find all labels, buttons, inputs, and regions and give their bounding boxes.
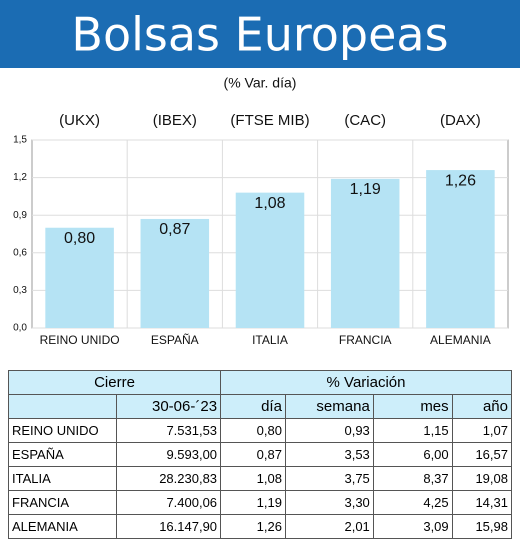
x-tick-label: REINO UNIDO <box>40 333 120 347</box>
table-row: ALEMANIA 16.147,90 1,26 2,01 3,09 15,98 <box>7 514 513 539</box>
table-cell: 9.593,00 <box>116 442 222 467</box>
table-cell: día <box>220 394 286 419</box>
table-cell: 19,08 <box>451 466 513 491</box>
table-cell: 0,93 <box>284 418 374 443</box>
code-label: (CAC) <box>344 112 386 129</box>
table-row: FRANCIA 7.400,06 1,19 3,30 4,25 14,31 <box>7 490 513 515</box>
value-label: 0,87 <box>159 221 190 238</box>
x-tick-label: ALEMANIA <box>430 333 491 347</box>
table-cell: año <box>451 394 513 419</box>
table-cell: 3,30 <box>284 490 374 515</box>
table-cell: 14,31 <box>451 490 513 515</box>
bar <box>235 192 305 328</box>
table-cell: FRANCIA <box>7 490 118 515</box>
table-cell: 1,26 <box>220 514 286 539</box>
x-tick-label: FRANCIA <box>339 333 392 347</box>
table-cell: 7.531,53 <box>116 418 222 443</box>
table-cell: % Variación <box>220 370 512 395</box>
table-cell: 7.400,06 <box>116 490 222 515</box>
table-cell: 3,75 <box>284 466 374 491</box>
data-table: Cierre% Variación 30-06-´23 día semana mes añ… <box>7 370 513 539</box>
table-cell: 28.230,83 <box>116 466 222 491</box>
chart-title: Bolsas Europeas <box>71 8 448 62</box>
code-label: (UKX) <box>59 112 100 129</box>
y-tick-label: 0,0 <box>13 323 27 334</box>
table-row: ESPAÑA 9.593,00 0,87 3,53 6,00 16,57 <box>7 442 513 467</box>
table-cell: semana <box>284 394 374 419</box>
bar <box>45 227 114 328</box>
x-tick-label: ESPAÑA <box>151 333 199 347</box>
table-cell: 15,98 <box>451 514 513 539</box>
table-cell: 8,37 <box>372 466 453 491</box>
x-tick-label: ITALIA <box>252 333 288 347</box>
table-cell: 1,07 <box>451 418 513 443</box>
table-cell: 3,09 <box>372 514 453 539</box>
table-cell: ITALIA <box>7 466 118 491</box>
table-cell: 16,57 <box>451 442 513 467</box>
table-cell: ESPAÑA <box>7 442 118 467</box>
table-row: 30-06-´23 día semana mes año <box>7 394 513 419</box>
table-cell <box>7 394 118 419</box>
code-label: (FTSE MIB) <box>230 112 309 129</box>
table-cell: ALEMANIA <box>7 514 118 539</box>
bar <box>330 178 400 328</box>
table-cell: 1,19 <box>220 490 286 515</box>
table-row: REINO UNIDO 7.531,53 0,80 0,93 1,15 1,07 <box>7 418 513 443</box>
table-cell: 30-06-´23 <box>116 394 222 419</box>
code-label: (DAX) <box>440 112 481 129</box>
bar <box>140 218 210 328</box>
table-row: Cierre% Variación <box>7 370 512 395</box>
value-label: 1,26 <box>445 172 476 189</box>
table-cell: 4,25 <box>372 490 453 515</box>
table-cell: 3,53 <box>284 442 374 467</box>
table-cell: 1,08 <box>220 466 286 491</box>
y-tick-label: 0,3 <box>13 285 27 296</box>
title-banner <box>0 0 520 68</box>
table-row: ITALIA 28.230,83 1,08 3,75 8,37 19,08 <box>7 466 513 491</box>
table-cell: 1,15 <box>372 418 453 443</box>
y-tick-label: 1,2 <box>13 172 27 183</box>
value-label: 1,08 <box>254 195 285 212</box>
y-tick-label: 0,6 <box>13 247 27 258</box>
chart: Bolsas Europeas (% Var. día) 0,0 0,3 0,6 0,… <box>0 0 520 347</box>
chart-subtitle: (% Var. día) <box>224 75 297 91</box>
code-label: (IBEX) <box>153 112 197 129</box>
value-label: 0,80 <box>64 230 95 247</box>
table-cell: 2,01 <box>284 514 374 539</box>
bar <box>426 170 495 328</box>
y-tick-label: 1,5 <box>13 135 27 146</box>
table-cell: REINO UNIDO <box>7 418 118 443</box>
table-cell: Cierre <box>7 370 222 395</box>
table-cell: mes <box>372 394 453 419</box>
table-cell: 0,87 <box>220 442 286 467</box>
value-label: 1,19 <box>350 181 381 198</box>
table-cell: 6,00 <box>372 442 453 467</box>
table-cell: 16.147,90 <box>116 514 222 539</box>
table-cell: 0,80 <box>220 418 286 443</box>
y-tick-label: 0,9 <box>13 210 27 221</box>
